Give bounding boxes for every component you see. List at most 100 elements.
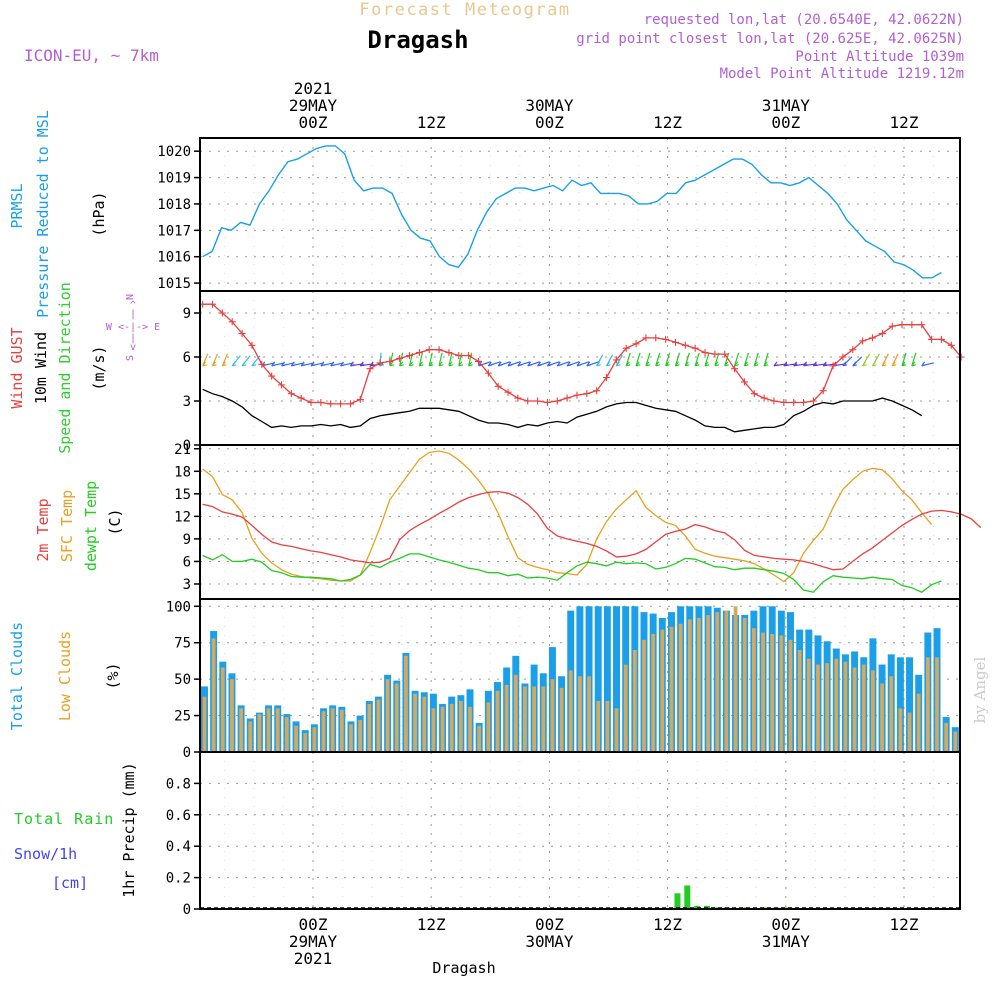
low-cloud-bar — [632, 650, 637, 752]
total-clouds-label: Total Clouds — [8, 622, 26, 730]
wind-gust-line-marker — [435, 346, 443, 354]
wind-arrow-head — [615, 361, 621, 367]
total-cloud-bar — [896, 657, 904, 752]
y-tick-label: 9 — [183, 532, 191, 548]
low-cloud-bar — [843, 661, 848, 752]
wind-gust-line-marker — [918, 321, 926, 329]
wind-gust-line-marker — [484, 369, 492, 377]
wind-gust-line-marker — [465, 352, 473, 360]
point-altitude: Point Altitude 1039m — [795, 49, 964, 65]
low-cloud-bar — [806, 658, 811, 752]
wind-gust-line-marker — [337, 400, 345, 408]
bottom-time-label: 29MAY — [289, 932, 338, 951]
low-cloud-bar — [871, 670, 875, 752]
wind-arrow-head — [281, 361, 286, 367]
wind-gust-line-marker — [277, 381, 285, 389]
wind-panel — [199, 290, 961, 446]
wind-gust-line-marker — [307, 398, 315, 406]
wind-direction-arrow — [714, 352, 720, 366]
low-cloud-bar — [202, 696, 207, 752]
wind-arrow-head — [675, 361, 680, 367]
wind-arrow-head — [684, 361, 690, 367]
wind-gust-line-marker — [839, 353, 847, 361]
wind-arrow-head — [349, 361, 355, 367]
low-cloud-bar — [385, 679, 390, 752]
wind-arrow-head — [527, 361, 532, 367]
wind-direction-arrow — [724, 352, 730, 366]
low-cloud-bar — [907, 712, 912, 752]
low-cloud-bar — [257, 714, 262, 752]
wind-gust-line-marker — [888, 322, 896, 330]
wind-arrow-head — [438, 361, 444, 367]
wind-gust-line-marker — [829, 362, 837, 370]
wind-gust-line-marker — [632, 340, 640, 348]
low-cloud-bar — [358, 719, 363, 752]
compass-we: W <-|-> E — [106, 322, 160, 333]
wind-gust-line-marker — [425, 346, 433, 354]
top-time-label: 12Z — [890, 113, 919, 132]
rain-label: Total Rain — [14, 810, 114, 828]
low-cloud-bar — [541, 686, 546, 752]
y-tick-label: 50 — [174, 672, 191, 688]
wind-arrow-head — [399, 361, 404, 367]
wind-arrow-head — [901, 361, 907, 367]
y-tick-label: 0 — [183, 745, 191, 761]
low-cloud-bar — [935, 657, 939, 752]
wind-direction-arrow — [655, 352, 661, 366]
low-cloud-bar — [797, 650, 802, 752]
low-cloud-bar — [770, 633, 775, 752]
low-cloud-bar — [285, 717, 289, 752]
wind-arrow-head — [773, 361, 779, 367]
y-tick-label: 0 — [183, 438, 191, 454]
low-cloud-bar — [220, 667, 225, 752]
wind-gust-line-marker — [819, 387, 827, 395]
wind-gust-line-marker — [514, 394, 522, 402]
wind-arrow-head — [300, 361, 306, 367]
wind-direction-arrow — [665, 352, 671, 366]
wind-direction-arrow — [911, 352, 917, 366]
precip-axis-label: 1hr Precip (mm) — [120, 762, 138, 897]
wind-gust-line-marker — [800, 398, 808, 406]
compass-bar2: | — [130, 333, 136, 344]
y-tick-label: 3 — [183, 394, 191, 410]
wind-gust-line-marker — [740, 378, 748, 386]
low-cloud-bar — [486, 702, 491, 752]
wind-gust-line-marker — [662, 335, 670, 343]
low-cloud-bar — [312, 727, 317, 752]
y-tick-label: 25 — [174, 709, 191, 725]
low-cloud-bar — [422, 696, 427, 752]
wind-gust-line-marker — [406, 352, 414, 360]
footer-location: Dragash — [432, 959, 495, 977]
low-cloud-bar — [669, 626, 674, 752]
low-cloud-bar — [715, 612, 720, 752]
low-cloud-bar — [294, 725, 298, 752]
wind-direction-arrow — [734, 352, 740, 366]
top-time-label: 31MAY — [762, 96, 811, 115]
precip-panel — [199, 751, 961, 910]
y-tick-label: 6 — [183, 350, 191, 366]
low-cloud-bar — [953, 731, 958, 752]
wind-gust-line-marker — [868, 334, 876, 342]
low-cloud-bar — [477, 725, 482, 752]
location-title: Dragash — [367, 26, 468, 54]
clouds-unit: (%) — [104, 662, 122, 689]
wind-gust-line-marker — [386, 357, 394, 365]
temperature-panel — [199, 444, 961, 600]
bottom-time-label: 2021 — [294, 949, 333, 968]
compass-down: v — [130, 342, 136, 353]
low-cloud-bar — [898, 708, 903, 752]
wind-direction-arrow — [418, 352, 423, 366]
low-cloud-bar — [513, 674, 518, 752]
wind-gust-line-marker — [937, 335, 945, 343]
wind-direction-arrow — [694, 352, 700, 366]
wind-direction-arrow — [428, 352, 433, 366]
wind-gust-line-marker — [898, 321, 906, 329]
low-cloud-bar — [825, 663, 830, 752]
low-cloud-bar — [568, 670, 573, 752]
total-cloud-bar — [594, 606, 602, 752]
wind-gust-line-marker — [573, 391, 581, 399]
requested-coords: requested lon,lat (20.6540E, 42.0622N) — [644, 12, 964, 28]
wind-arrow-head — [251, 361, 257, 367]
wind-arrow-head — [389, 361, 394, 367]
wind-arrow-head — [743, 361, 749, 367]
